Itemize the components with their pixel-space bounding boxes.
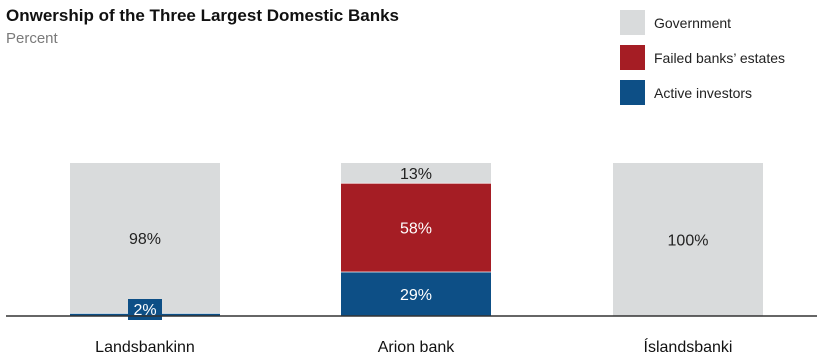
bar-arion-bank-government (341, 163, 491, 183)
bar-arion-bank-failed-banks-estates (341, 182, 491, 272)
value-label-landsbankinn-active-investors: 2% (133, 302, 156, 319)
bar-islandsbanki-government (613, 163, 763, 316)
bar-landsbankinn-government (70, 163, 220, 313)
value-label-arion-bank-government: 13% (400, 166, 432, 183)
legend-item-failed-banks-estates: Failed banks’ estates (620, 45, 785, 70)
category-label-landsbankinn: Landsbankinn (95, 339, 195, 356)
legend-label-failed-banks-estates: Failed banks’ estates (654, 49, 785, 66)
value-label-islandsbanki-government: 100% (668, 233, 709, 250)
legend-swatch-government (620, 10, 645, 35)
legend-item-government: Government (620, 10, 785, 35)
category-label-islandsbanki: Íslandsbanki (644, 337, 733, 356)
value-label-box (128, 299, 162, 320)
legend: Government Failed banks’ estates Active … (620, 10, 785, 115)
chart-subtitle: Percent (6, 30, 58, 47)
value-label-arion-bank-active-investors: 29% (400, 287, 432, 304)
legend-swatch-active-investors (620, 80, 645, 105)
chart-title: Onwership of the Three Largest Domestic … (6, 6, 399, 25)
value-label-landsbankinn-government: 98% (129, 231, 161, 248)
legend-label-government: Government (654, 14, 732, 31)
bar-arion-bank-active-investors (341, 271, 491, 316)
legend-swatch-failed-banks-estates (620, 45, 645, 70)
value-label-arion-bank-failed-banks-estates: 58% (400, 220, 432, 237)
legend-label-active-investors: Active investors (654, 84, 753, 101)
legend-item-active-investors: Active investors (620, 80, 785, 105)
category-label-arion-bank: Arion bank (378, 339, 455, 356)
